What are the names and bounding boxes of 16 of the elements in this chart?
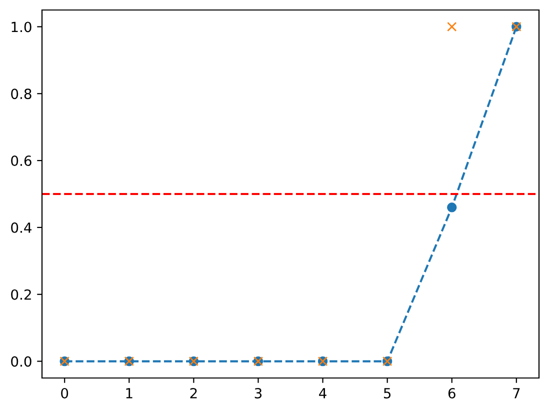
y-tick-label: 0.4 <box>11 222 32 233</box>
x-tick-label: 5 <box>384 388 391 398</box>
y-tick-label: 0.6 <box>11 156 32 166</box>
y-tick-label: 0.2 <box>11 289 31 300</box>
x-tick-label: 0 <box>61 388 68 398</box>
x-tick-label: 2 <box>190 388 197 398</box>
x-tick-label: 3 <box>254 388 262 398</box>
point <box>447 202 457 212</box>
y-tick-label: 0.8 <box>11 88 32 100</box>
x-tick-label: 6 <box>448 388 456 398</box>
x-tick-label: 7 <box>513 388 520 398</box>
y-tick-label: 0.0 <box>11 356 32 367</box>
point <box>447 22 457 32</box>
x-tick-label: 1 <box>126 388 132 398</box>
x-tick-label: 4 <box>319 388 326 398</box>
y-tick-label: 1.0 <box>12 22 32 32</box>
